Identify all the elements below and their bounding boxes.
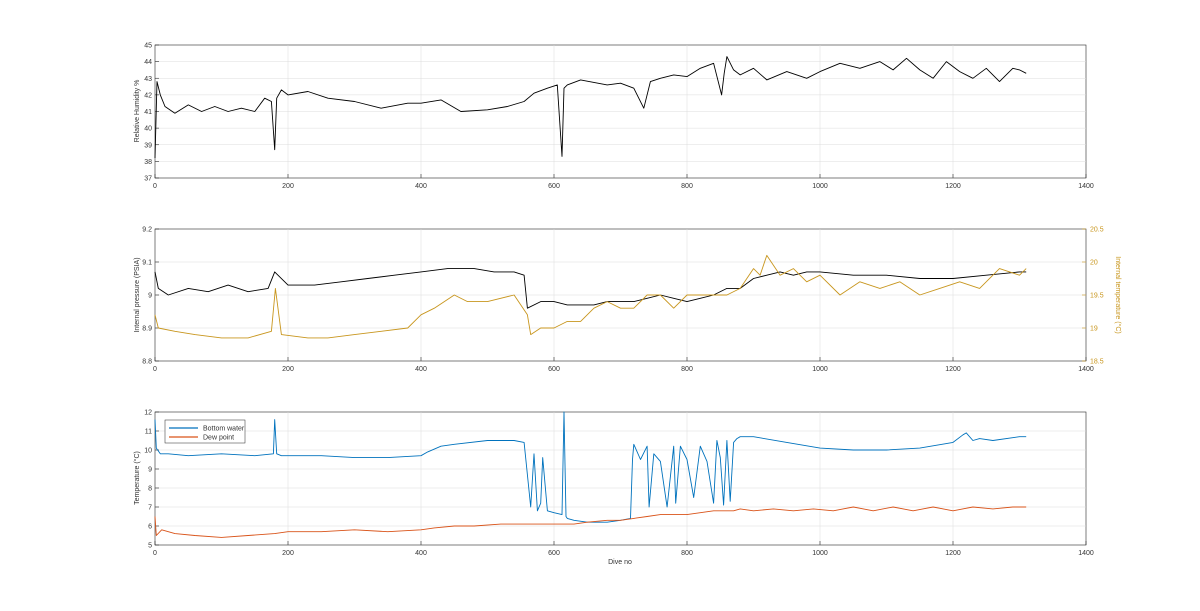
temperature-y-tick-label-10: 10	[144, 448, 152, 455]
temperature-y-tick-label-8: 8	[148, 486, 152, 493]
temperature-grid	[155, 412, 1086, 545]
temperature-x-tick-label-1000: 1000	[812, 550, 828, 557]
pressure-x-axis: 0 200 400 600 800 1000 1200 1400	[153, 357, 1094, 373]
pressure-y-tick-label-9: 9	[148, 293, 152, 300]
pressure-y-tick-label-8-8: 8.8	[142, 359, 152, 366]
humidity-x-tick-label-200: 200	[282, 183, 294, 190]
internal-temperature-y-axis: 18.5 19 19.5 20 20.5	[1082, 227, 1104, 366]
humidity-y-tick-label-43: 43	[144, 76, 152, 83]
temperature-y-axis-label: Temperature (°C)	[133, 451, 141, 505]
internal-temperature-tick-label-18-5: 18.5	[1090, 359, 1104, 366]
humidity-x-tick-label-1200: 1200	[945, 183, 961, 190]
temperature-y-tick-label-6: 6	[148, 524, 152, 531]
temperature-y-tick-label-11: 11	[145, 429, 152, 436]
humidity-y-tick-label-41: 41	[144, 109, 152, 116]
x-axis-label: Dive no	[608, 559, 632, 566]
temperature-y-axis: 5 6 7 8 9 10 11 12	[144, 410, 159, 550]
temperature-x-tick-label-1400: 1400	[1078, 550, 1094, 557]
temperature-x-tick-label-800: 800	[681, 550, 693, 557]
temperature-y-tick-label-7: 7	[148, 505, 152, 512]
temperature-y-tick-label-9: 9	[148, 467, 152, 474]
humidity-y-axis-label: Relative Humidity %	[134, 80, 141, 143]
dew-point-series-line	[154, 506, 1027, 538]
legend-label-dew-point: Dew point	[203, 435, 234, 442]
temperature-y-tick-label-12: 12	[144, 410, 152, 417]
humidity-y-tick-label-38: 38	[144, 159, 152, 166]
temperature-x-tick-label-400: 400	[415, 550, 427, 557]
pressure-x-tick-label-0: 0	[153, 366, 157, 373]
humidity-x-tick-label-800: 800	[681, 183, 693, 190]
humidity-series-line	[154, 56, 1027, 159]
temperature-x-tick-label-600: 600	[548, 550, 560, 557]
internal-temperature-tick-label-20: 20	[1090, 260, 1098, 267]
humidity-chart: 0 200 400 600 800 1000 1200 1400 37 38 39 40 41 42 43…	[134, 43, 1094, 191]
legend-label-bottom-water: Bottom water	[203, 426, 245, 433]
internal-temperature-series-line	[154, 254, 1027, 339]
temperature-series-layer	[154, 411, 1027, 538]
pressure-series-line	[154, 268, 1027, 309]
pressure-x-tick-label-1400: 1400	[1078, 366, 1094, 373]
internal-temperature-y-axis-label: Internal temperature (°C)	[1114, 256, 1122, 334]
humidity-y-tick-label-37: 37	[144, 176, 152, 183]
pressure-y-tick-label-9-1: 9.1	[142, 260, 152, 267]
humidity-series-layer	[154, 56, 1027, 159]
humidity-y-tick-label-40: 40	[144, 126, 152, 133]
humidity-y-tick-label-44: 44	[144, 59, 152, 66]
pressure-y-tick-label-9-2: 9.2	[142, 227, 152, 234]
humidity-y-tick-label-39: 39	[144, 142, 152, 149]
internal-temperature-tick-label-20-5: 20.5	[1090, 227, 1104, 234]
internal-temperature-tick-label-19: 19	[1090, 326, 1098, 333]
humidity-x-tick-label-600: 600	[548, 183, 560, 190]
humidity-x-tick-label-1400: 1400	[1078, 183, 1094, 190]
temperature-y-tick-label-5: 5	[148, 543, 152, 550]
pressure-y-axis-label: Internal pressure (PSIA)	[134, 257, 141, 332]
bottom-water-series-line	[154, 411, 1027, 523]
humidity-y-tick-label-45: 45	[144, 43, 152, 50]
pressure-x-tick-label-200: 200	[282, 366, 294, 373]
pressure-x-tick-label-800: 800	[681, 366, 693, 373]
humidity-grid	[155, 45, 1086, 178]
humidity-y-tick-label-42: 42	[144, 92, 152, 99]
humidity-x-axis: 0 200 400 600 800 1000 1200 1400	[153, 174, 1094, 190]
humidity-x-tick-label-400: 400	[415, 183, 427, 190]
humidity-x-tick-label-0: 0	[153, 183, 157, 190]
temperature-chart: 0 200 400 600 800 1000 1200 1400 5 6 7 8 9 10 11 12 Te…	[133, 410, 1094, 567]
pressure-grid	[155, 229, 1086, 361]
pressure-x-tick-label-600: 600	[548, 366, 560, 373]
humidity-y-axis: 37 38 39 40 41 42 43 44 45	[144, 43, 159, 183]
humidity-x-tick-label-1000: 1000	[812, 183, 828, 190]
pressure-y-tick-label-8-9: 8.9	[142, 326, 152, 333]
temperature-x-axis: 0 200 400 600 800 1000 1200 1400	[153, 541, 1094, 557]
pressure-x-tick-label-1000: 1000	[812, 366, 828, 373]
pressure-series-layer	[154, 254, 1027, 339]
pressure-temperature-chart: 0 200 400 600 800 1000 1200 1400 8.88.999.19.2 …	[134, 227, 1122, 374]
internal-temperature-tick-label-19-5: 19.5	[1090, 293, 1104, 300]
pressure-x-tick-label-1200: 1200	[945, 366, 961, 373]
temperature-plot-area	[154, 411, 1087, 546]
temperature-x-tick-label-1200: 1200	[945, 550, 961, 557]
pressure-x-tick-label-400: 400	[415, 366, 427, 373]
legend: Bottom water Dew point	[164, 419, 246, 444]
temperature-x-tick-label-0: 0	[153, 550, 157, 557]
temperature-x-tick-label-200: 200	[282, 550, 294, 557]
